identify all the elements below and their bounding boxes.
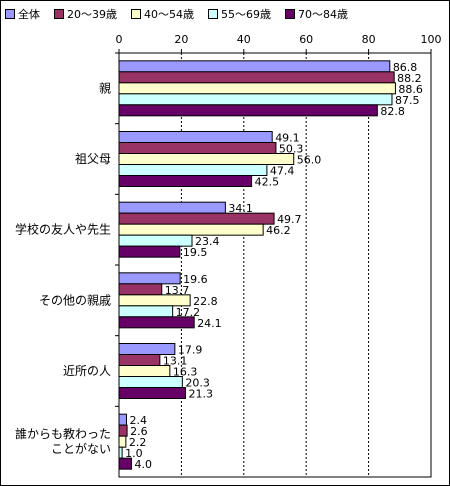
x-tick-label: 60 bbox=[299, 33, 313, 46]
value-label: 19.5 bbox=[183, 246, 208, 259]
legend-swatch bbox=[208, 9, 218, 19]
bar bbox=[118, 175, 253, 187]
value-label: 2.2 bbox=[129, 436, 147, 449]
legend-item: 55〜69歳 bbox=[208, 6, 271, 22]
legend: 全体 20〜39歳 40〜54歳 55〜69歳 70〜84歳 bbox=[5, 5, 445, 23]
bar bbox=[118, 365, 171, 377]
value-label: 16.3 bbox=[173, 366, 198, 379]
bar bbox=[118, 446, 123, 459]
value-label: 86.8 bbox=[393, 61, 418, 74]
value-label: 13.1 bbox=[163, 355, 188, 368]
value-label: 20.3 bbox=[185, 377, 210, 390]
value-label: 50.3 bbox=[279, 143, 304, 156]
value-label: 17.2 bbox=[176, 306, 201, 319]
bar bbox=[118, 294, 191, 307]
legend-label: 全体 bbox=[18, 8, 40, 21]
value-label: 82.8 bbox=[380, 105, 405, 118]
value-label: 34.1 bbox=[228, 202, 253, 215]
value-label: 47.4 bbox=[270, 165, 295, 178]
bar bbox=[118, 104, 378, 117]
category-label: その他の親戚 bbox=[39, 293, 111, 307]
value-label: 87.5 bbox=[395, 94, 420, 107]
legend-item: 40〜54歳 bbox=[131, 6, 194, 22]
plot-area bbox=[118, 52, 432, 478]
value-label: 23.4 bbox=[195, 235, 220, 248]
value-label: 56.0 bbox=[297, 154, 322, 167]
legend-label: 20〜39歳 bbox=[67, 8, 117, 21]
bar bbox=[118, 153, 295, 165]
bar bbox=[118, 164, 268, 176]
value-label: 88.6 bbox=[398, 83, 423, 96]
x-tick-label: 80 bbox=[362, 33, 376, 46]
bar bbox=[118, 316, 195, 329]
x-tick-label: 100 bbox=[421, 33, 442, 46]
category-label: 近所の人 bbox=[63, 364, 111, 378]
bar bbox=[118, 435, 127, 448]
bar bbox=[118, 343, 176, 355]
value-label: 49.7 bbox=[277, 213, 302, 226]
bar bbox=[118, 457, 132, 470]
bar bbox=[118, 354, 161, 366]
category-label: 学校の友人や先生 bbox=[15, 222, 111, 237]
bar bbox=[118, 212, 275, 225]
x-tick-label: 20 bbox=[174, 33, 188, 46]
value-label: 1.0 bbox=[125, 447, 142, 460]
value-label: 46.2 bbox=[266, 224, 291, 237]
legend-item: 70〜84歳 bbox=[285, 6, 348, 22]
legend-swatch bbox=[285, 9, 295, 19]
category-label: 祖父母 bbox=[75, 151, 111, 166]
value-label: 21.3 bbox=[188, 388, 213, 401]
value-label: 49.1 bbox=[275, 132, 300, 145]
value-label: 24.1 bbox=[197, 317, 222, 330]
value-label: 13.7 bbox=[165, 284, 190, 297]
bar bbox=[118, 82, 396, 95]
value-label: 2.6 bbox=[130, 425, 148, 438]
bar bbox=[118, 131, 273, 143]
legend-item: 20〜39歳 bbox=[54, 6, 117, 22]
value-label: 88.2 bbox=[397, 72, 422, 85]
value-label: 42.5 bbox=[255, 176, 280, 189]
legend-swatch bbox=[54, 9, 64, 19]
legend-label: 70〜84歳 bbox=[298, 8, 348, 21]
bar bbox=[118, 245, 181, 258]
legend-item: 全体 bbox=[5, 6, 40, 22]
value-label: 17.9 bbox=[178, 344, 203, 357]
category-label: 親 bbox=[99, 81, 111, 95]
legend-swatch bbox=[5, 9, 15, 19]
bar bbox=[118, 234, 193, 247]
bar bbox=[118, 93, 393, 106]
legend-label: 55〜69歳 bbox=[221, 8, 271, 21]
bar bbox=[118, 223, 264, 236]
x-tick-label: 0 bbox=[116, 33, 123, 46]
bar bbox=[118, 272, 181, 285]
bar bbox=[118, 201, 226, 214]
legend-swatch bbox=[131, 9, 141, 19]
x-tick-label: 40 bbox=[237, 33, 251, 46]
bar bbox=[118, 424, 128, 437]
bar bbox=[118, 60, 391, 73]
value-label: 22.8 bbox=[193, 295, 218, 308]
bar bbox=[118, 305, 174, 318]
category-label: ことがない bbox=[51, 441, 111, 456]
value-label: 4.0 bbox=[134, 458, 152, 471]
value-label: 19.6 bbox=[183, 273, 208, 286]
bar bbox=[118, 387, 186, 399]
legend-label: 40〜54歳 bbox=[144, 8, 194, 21]
value-label: 2.4 bbox=[129, 414, 147, 427]
bar bbox=[118, 283, 163, 296]
bar bbox=[118, 71, 395, 84]
category-label: 誰からも教わった bbox=[15, 426, 111, 441]
bar bbox=[118, 142, 277, 154]
bar bbox=[118, 413, 127, 426]
bar bbox=[118, 376, 183, 388]
